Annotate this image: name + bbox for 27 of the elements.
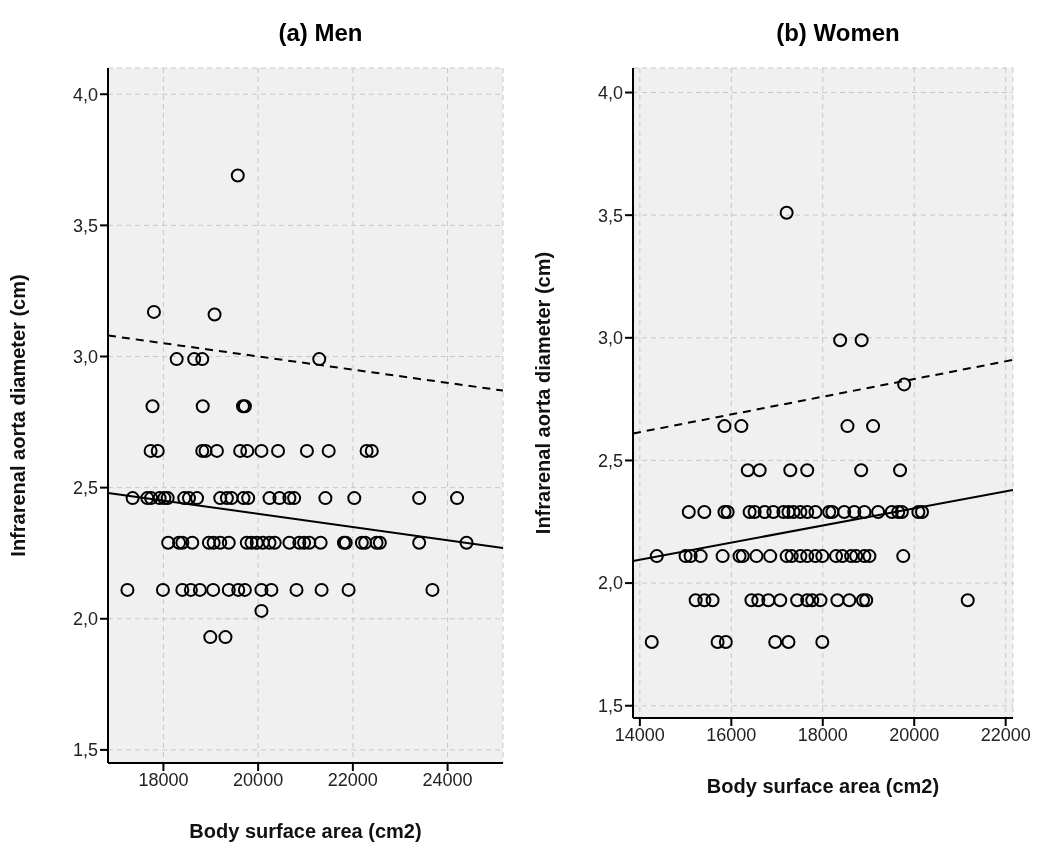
y-tick-label: 1,5 [72, 740, 98, 761]
y-tick-label: 2,5 [72, 478, 98, 499]
x-tick-label: 14000 [614, 724, 665, 745]
x-tick-label: 24000 [422, 769, 473, 790]
y-tick-label: 3,0 [72, 346, 98, 367]
y-tick-label: 3,0 [597, 328, 623, 349]
chart-title: (a) Men [277, 18, 364, 48]
y-tick-label: 3,5 [597, 205, 623, 226]
y-axis-title: Infrarenal aorta diameter (cm) [7, 274, 30, 557]
x-tick-label: 20000 [889, 724, 940, 745]
y-tick-label: 4,0 [597, 82, 623, 103]
x-tick-label: 22000 [327, 769, 378, 790]
x-tick-label: 20000 [233, 769, 284, 790]
x-tick-label: 18000 [797, 724, 848, 745]
x-tick-label: 18000 [138, 769, 189, 790]
y-axis-title: Infrarenal aorta diameter (cm) [532, 251, 555, 535]
y-tick-label: 2,0 [597, 573, 623, 594]
y-tick-label: 1,5 [597, 696, 623, 717]
chart-title: (b) Women [775, 18, 901, 48]
x-axis-title: Body surface area (cm2) [189, 820, 422, 842]
y-tick-label: 4,0 [72, 84, 98, 105]
y-tick-label: 2,0 [72, 609, 98, 630]
x-tick-label: 16000 [706, 724, 757, 745]
y-tick-label: 3,5 [72, 215, 98, 236]
x-axis-title: Body surface area (cm2) [706, 775, 940, 797]
x-tick-label: 22000 [980, 724, 1031, 745]
y-tick-label: 2,5 [597, 450, 623, 471]
